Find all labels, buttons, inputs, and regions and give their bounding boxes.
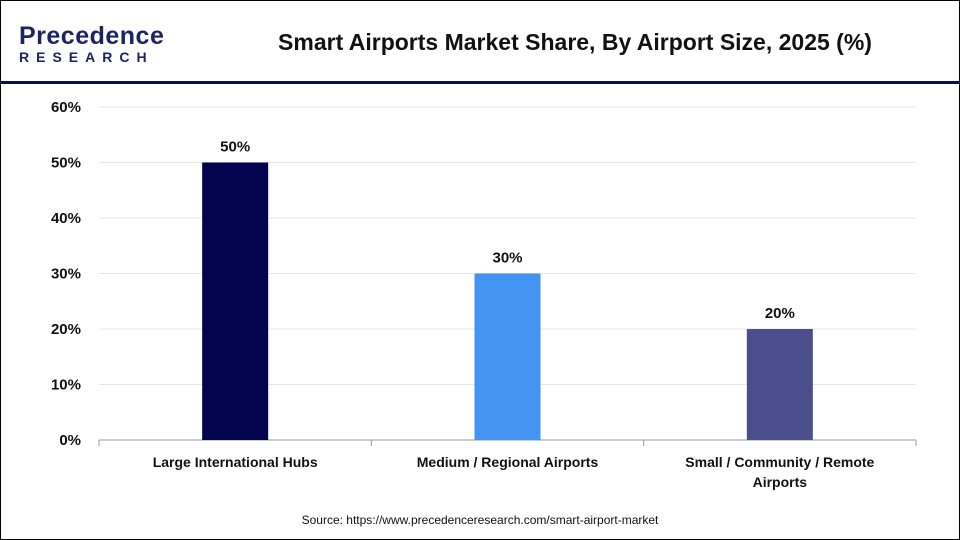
y-tick-label: 0% [59,432,81,449]
bar [202,162,269,440]
x-tick-label: Large International Hubs [153,454,318,470]
x-tick-label: Small / Community / Remote [685,454,874,470]
brand-line1: Precedence [19,22,165,50]
brand-line2: RESEARCH [19,49,154,65]
data-label: 20% [765,305,795,322]
y-tick-label: 20% [51,321,81,338]
x-tick-label: Airports [753,474,808,490]
y-tick-label: 10% [51,377,81,394]
y-tick-label: 30% [51,266,81,283]
header: Precedence RESEARCH Smart Airports Marke… [1,1,959,84]
y-tick-label: 40% [51,210,81,227]
brand-logo: Precedence RESEARCH [19,23,164,65]
y-tick-label: 50% [51,155,81,172]
chart-title: Smart Airports Market Share, By Airport … [278,29,872,55]
data-label: 50% [220,139,250,156]
bar [746,329,813,440]
source-note: Source: https://www.precedenceresearch.c… [301,513,659,527]
x-tick-label: Medium / Regional Airports [417,454,599,470]
y-tick-label: 60% [51,99,81,116]
data-label: 30% [492,250,522,267]
bar [474,273,541,440]
